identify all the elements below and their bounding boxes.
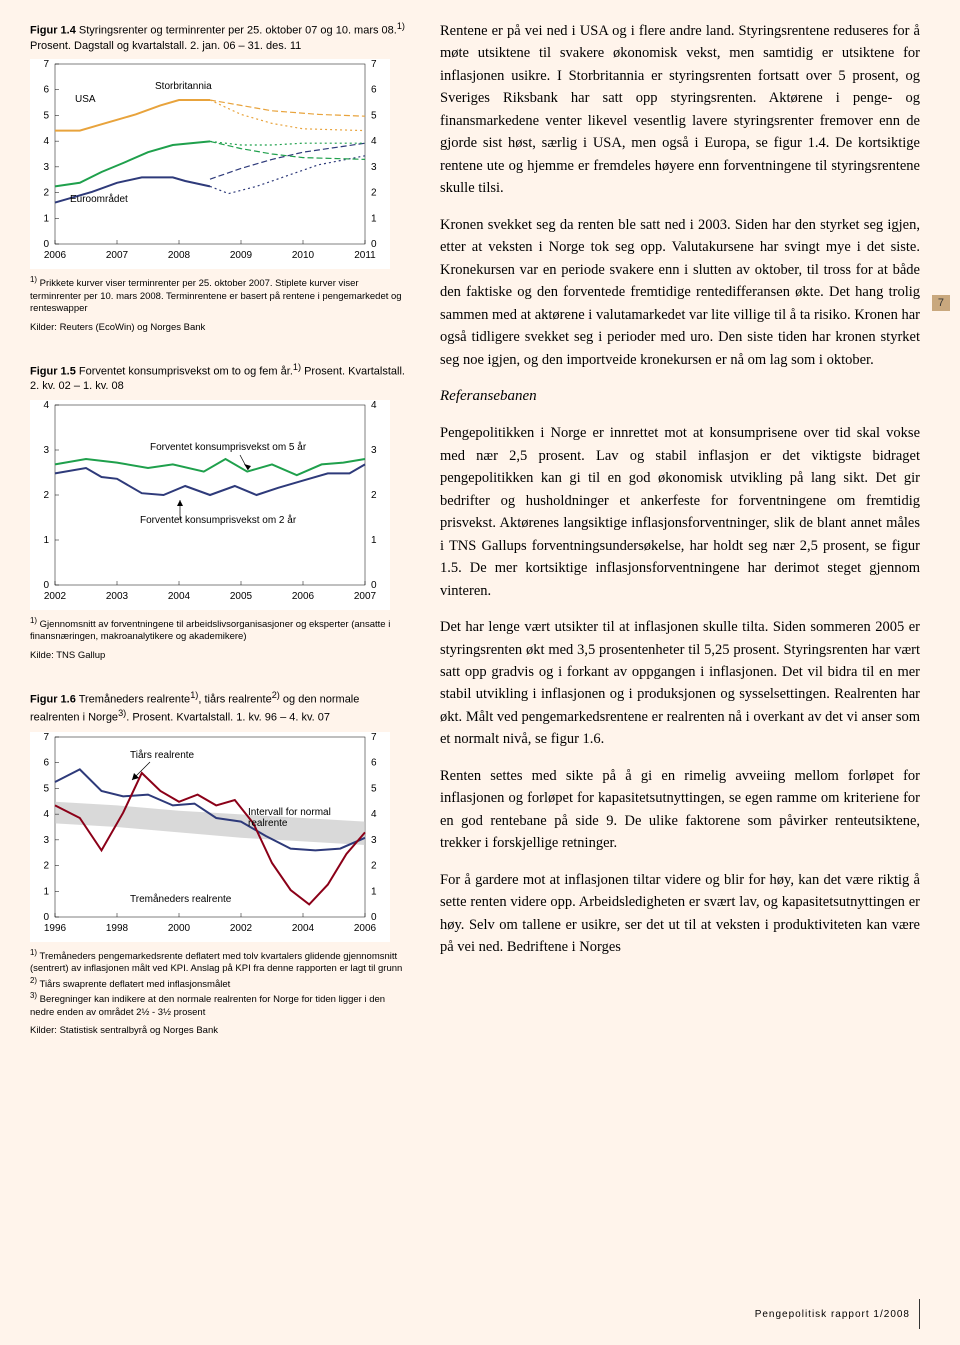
figure-1-6-footnote: 1) Tremåneders pengemarkedsrente deflate… xyxy=(30,948,410,1019)
body-p1: Rentene er på vei ned i USA og i flere a… xyxy=(440,20,920,200)
svg-text:0: 0 xyxy=(43,912,49,923)
svg-text:2005: 2005 xyxy=(230,591,253,602)
series-label-2yr: Forventet konsumprisvekst om 2 år xyxy=(140,515,296,526)
svg-text:6: 6 xyxy=(43,85,49,96)
figure-1-4-source: Kilder: Reuters (EcoWin) og Norges Bank xyxy=(30,322,410,333)
svg-text:2: 2 xyxy=(371,188,377,199)
svg-text:2: 2 xyxy=(371,860,377,871)
figure-1-5-footnote: 1) Gjennomsnitt av forventningene til ar… xyxy=(30,616,410,644)
svg-text:2008: 2008 xyxy=(168,250,191,261)
series-label-interval: Intervall for normal realrente xyxy=(248,807,338,829)
chart-1-4: 0 1 2 3 4 5 6 7 0 1 2 3 4 5 6 7 2006 2007 2008 2009 2010 20… xyxy=(30,59,390,269)
figure-1-5-title: Figur 1.5 Forventet konsumprisvekst om t… xyxy=(30,361,410,394)
svg-text:2006: 2006 xyxy=(44,250,67,261)
figure-1-4-title: Figur 1.4 Styringsrenter og terminrenter… xyxy=(30,20,410,53)
svg-text:2: 2 xyxy=(43,860,49,871)
svg-text:1: 1 xyxy=(371,886,377,897)
svg-text:0: 0 xyxy=(371,239,377,250)
series-label-tiar: Tiårs realrente xyxy=(130,750,194,761)
series-label-5yr: Forventet konsumprisvekst om 5 år xyxy=(150,442,306,453)
svg-text:4: 4 xyxy=(371,136,377,147)
svg-text:2002: 2002 xyxy=(230,923,253,934)
body-p2: Kronen svekket seg da renten ble satt ne… xyxy=(440,214,920,371)
svg-text:2: 2 xyxy=(43,490,49,501)
svg-text:2011: 2011 xyxy=(354,250,376,261)
svg-text:4: 4 xyxy=(371,400,377,411)
figure-1-6-title: Figur 1.6 Tremåneders realrente1), tiårs… xyxy=(30,689,410,726)
svg-text:7: 7 xyxy=(371,59,377,70)
body-p6: For å gardere mot at inflasjonen tiltar … xyxy=(440,869,920,959)
svg-text:4: 4 xyxy=(43,136,49,147)
svg-text:2004: 2004 xyxy=(168,591,191,602)
figure-1-5-source: Kilde: TNS Gallup xyxy=(30,650,410,661)
svg-text:5: 5 xyxy=(43,111,49,122)
svg-text:2002: 2002 xyxy=(44,591,67,602)
body-p3: Pengepolitikken i Norge er innrettet mot… xyxy=(440,422,920,602)
body-heading: Referansebanen xyxy=(440,388,537,404)
svg-text:2000: 2000 xyxy=(168,923,191,934)
figure-1-4: Figur 1.4 Styringsrenter og terminrenter… xyxy=(30,20,410,333)
svg-text:2010: 2010 xyxy=(292,250,315,261)
svg-text:2004: 2004 xyxy=(292,923,315,934)
svg-text:6: 6 xyxy=(371,85,377,96)
svg-text:0: 0 xyxy=(43,239,49,250)
svg-text:6: 6 xyxy=(371,757,377,768)
svg-text:2003: 2003 xyxy=(106,591,129,602)
series-label-usa: USA xyxy=(75,94,96,105)
svg-text:1998: 1998 xyxy=(106,923,129,934)
svg-text:2006: 2006 xyxy=(292,591,315,602)
svg-text:1: 1 xyxy=(43,886,49,897)
body-text: Rentene er på vei ned i USA og i flere a… xyxy=(440,20,920,1064)
svg-text:4: 4 xyxy=(371,809,377,820)
series-label-trem: Tremåneders realrente xyxy=(130,894,231,905)
svg-text:2: 2 xyxy=(371,490,377,501)
svg-text:1: 1 xyxy=(43,535,49,546)
svg-text:6: 6 xyxy=(43,757,49,768)
figure-1-5: Figur 1.5 Forventet konsumprisvekst om t… xyxy=(30,361,410,661)
svg-text:5: 5 xyxy=(371,111,377,122)
body-p4: Det har lenge vært utsikter til at infla… xyxy=(440,616,920,751)
svg-text:2006: 2006 xyxy=(354,923,377,934)
figure-1-6: Figur 1.6 Tremåneders realrente1), tiårs… xyxy=(30,689,410,1036)
svg-text:3: 3 xyxy=(43,162,49,173)
svg-text:3: 3 xyxy=(43,835,49,846)
svg-text:0: 0 xyxy=(43,580,49,591)
svg-text:4: 4 xyxy=(43,809,49,820)
svg-text:2007: 2007 xyxy=(106,250,129,261)
svg-text:4: 4 xyxy=(43,400,49,411)
chart-1-5: 0 1 2 3 4 0 1 2 3 4 2002 2003 2004 2005 2006 2007 For… xyxy=(30,400,390,610)
svg-text:5: 5 xyxy=(371,783,377,794)
body-p5: Renten settes med sikte på å gi en rimel… xyxy=(440,765,920,855)
page-number: 7 xyxy=(932,295,950,311)
svg-text:2: 2 xyxy=(43,188,49,199)
page-footer: Pengepolitisk rapport 1/2008 xyxy=(755,1309,910,1320)
svg-text:7: 7 xyxy=(43,59,49,70)
figure-1-6-source: Kilder: Statistisk sentralbyrå og Norges… xyxy=(30,1025,410,1036)
series-label-uk: Storbritannia xyxy=(155,81,212,92)
svg-text:1: 1 xyxy=(371,214,377,225)
svg-text:7: 7 xyxy=(43,732,49,743)
svg-text:2009: 2009 xyxy=(230,250,253,261)
svg-text:7: 7 xyxy=(371,732,377,743)
svg-text:3: 3 xyxy=(43,445,49,456)
svg-text:0: 0 xyxy=(371,580,377,591)
figure-1-4-footnote: 1) Prikkete kurver viser terminrenter pe… xyxy=(30,275,410,315)
svg-text:3: 3 xyxy=(371,445,377,456)
svg-text:5: 5 xyxy=(43,783,49,794)
svg-text:0: 0 xyxy=(371,912,377,923)
chart-1-6: 0 1 2 3 4 5 6 7 0 1 2 3 4 5 6 7 1996 1998 2000 2002 2004 20… xyxy=(30,732,390,942)
svg-text:2007: 2007 xyxy=(354,591,377,602)
svg-text:1: 1 xyxy=(43,214,49,225)
series-label-euro: Euroområdet xyxy=(70,194,128,205)
svg-text:3: 3 xyxy=(371,162,377,173)
svg-text:1: 1 xyxy=(371,535,377,546)
svg-text:3: 3 xyxy=(371,835,377,846)
svg-text:1996: 1996 xyxy=(44,923,67,934)
